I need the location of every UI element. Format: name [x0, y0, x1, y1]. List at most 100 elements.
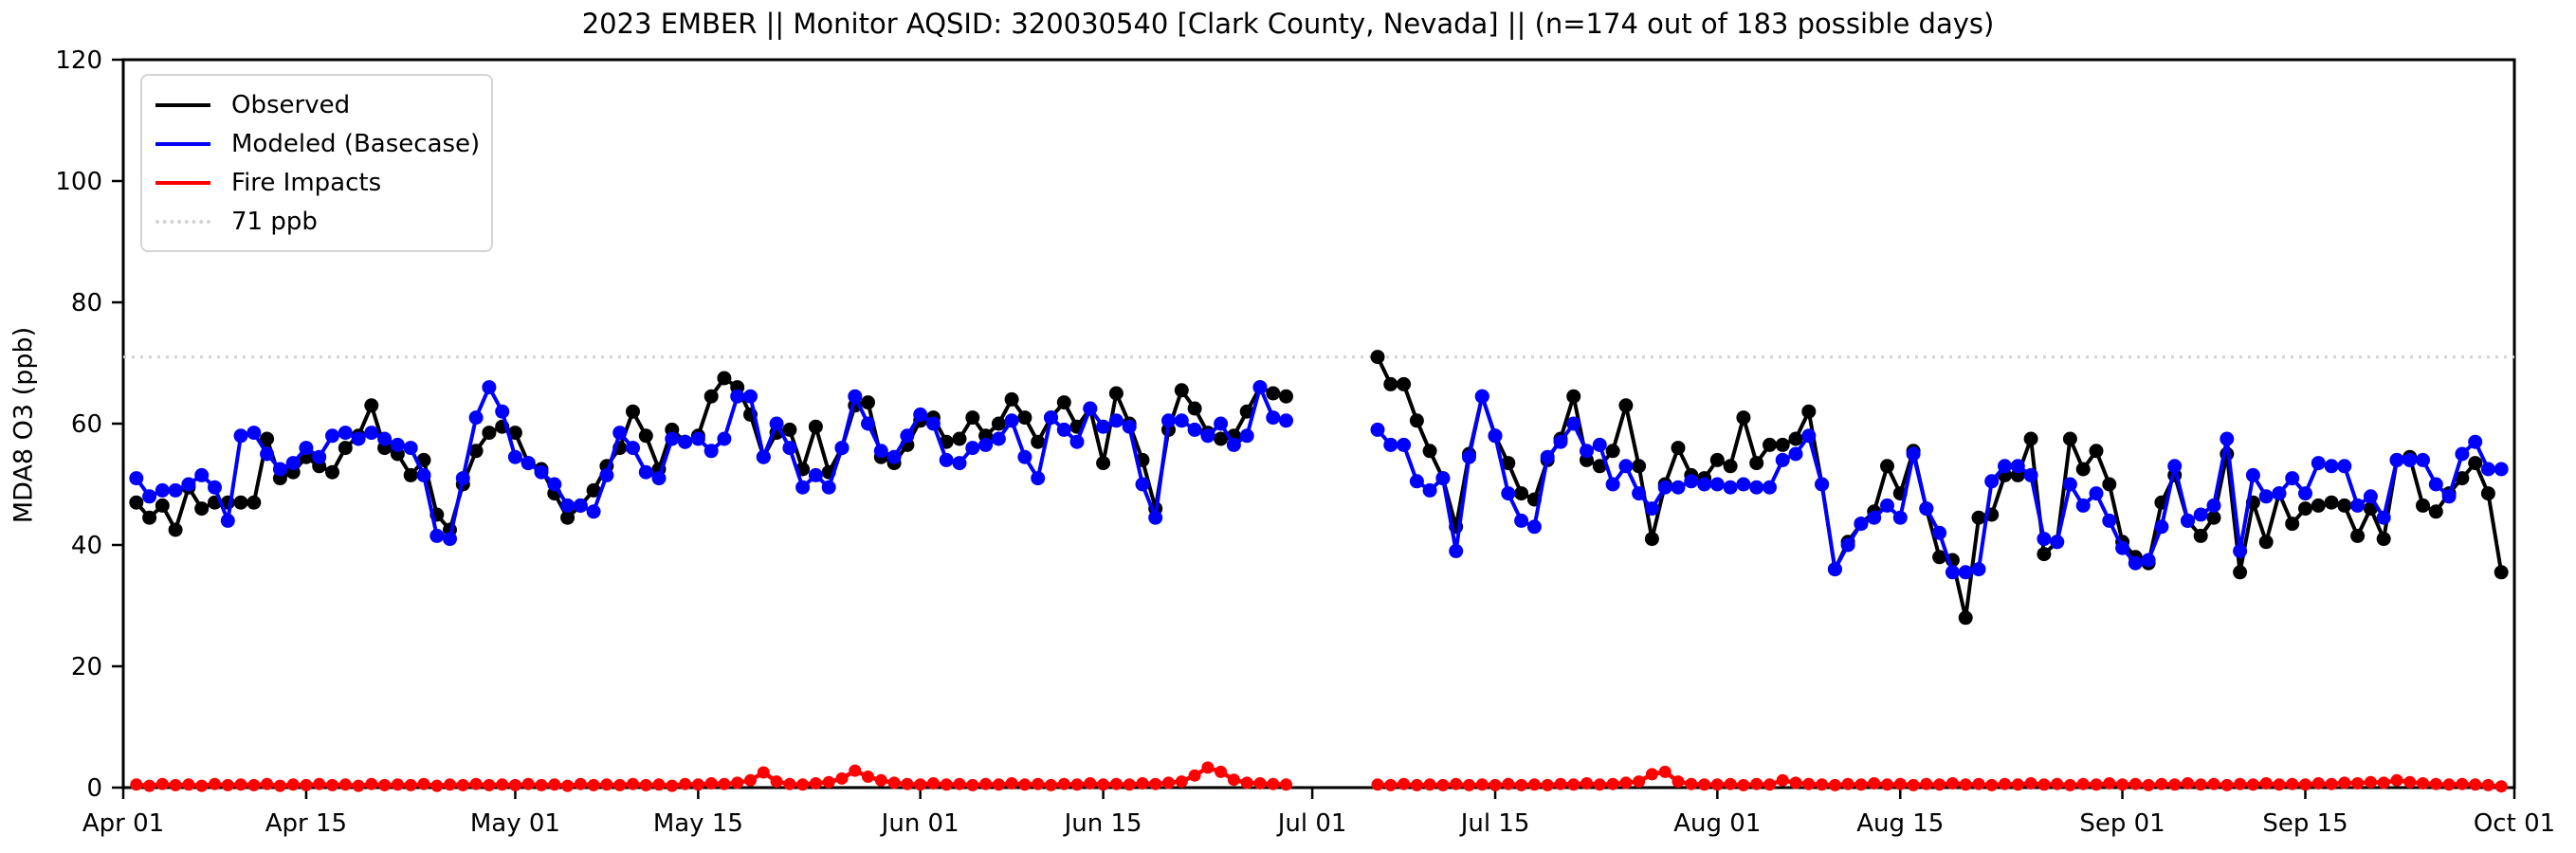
series-observed-point — [1409, 413, 1424, 428]
series-fire-point — [155, 777, 169, 790]
series-fire-point — [1619, 776, 1633, 789]
series-modeled-point — [1566, 416, 1581, 431]
series-observed-point — [1266, 386, 1281, 401]
series-modeled-point — [1409, 474, 1424, 489]
series-fire-point — [2024, 777, 2037, 789]
series-modeled-point — [626, 441, 640, 456]
series-modeled-point — [1958, 565, 1973, 580]
series-fire-point — [1527, 778, 1541, 791]
series-fire-point — [469, 777, 483, 790]
series-fire-point — [1672, 775, 1685, 789]
series-fire-point — [130, 778, 143, 791]
series-modeled-point — [2206, 498, 2221, 513]
series-fire-point — [679, 777, 692, 790]
series-observed-point — [2324, 495, 2339, 510]
series-modeled-point — [913, 407, 928, 422]
series-observed-point — [1422, 444, 1437, 459]
series-observed-point — [560, 510, 575, 525]
series-modeled-point — [1592, 437, 1607, 452]
series-fire-point — [1005, 777, 1018, 789]
series-observed-point — [2376, 532, 2391, 547]
series-modeled-point — [638, 464, 653, 480]
chart-title: 2023 EMBER || Monitor AQSID: 320030540 [… — [581, 8, 1995, 40]
series-fire-point — [561, 779, 575, 792]
series-modeled-point — [1709, 477, 1725, 492]
series-observed-point — [1383, 376, 1398, 391]
series-modeled-point — [1514, 513, 1529, 528]
series-fire-point — [1541, 778, 1554, 791]
series-modeled-point — [2089, 486, 2104, 501]
series-modeled-point — [285, 456, 301, 471]
series-observed-point — [1566, 389, 1581, 404]
series-observed-point — [1671, 441, 1686, 456]
series-modeled-point — [965, 441, 980, 456]
series-observed-point — [1763, 437, 1777, 452]
series-modeled-point — [2337, 459, 2352, 474]
series-fire-point — [1188, 769, 1201, 782]
series-fire-point — [1475, 778, 1489, 791]
series-modeled-point — [2376, 510, 2391, 525]
series-modeled-point — [1815, 477, 1830, 492]
series-fire-point — [1240, 776, 1253, 789]
series-observed-point — [1788, 431, 1803, 446]
series-modeled-point — [507, 449, 522, 464]
series-fire-point — [966, 778, 979, 791]
series-observed-point — [1618, 398, 1634, 413]
series-observed-point — [338, 441, 353, 456]
series-fire-point — [195, 779, 209, 792]
series-modeled-point — [443, 532, 457, 547]
threshold-line-sample — [155, 219, 210, 224]
series-fire-point — [1450, 777, 1463, 790]
series-observed-point — [2468, 456, 2483, 471]
series-fire-point — [261, 777, 274, 790]
series-modeled-point — [1697, 477, 1712, 492]
series-observed-point — [2455, 471, 2470, 486]
series-modeled-point — [925, 416, 941, 431]
series-fire-point — [2481, 778, 2494, 791]
series-modeled-point — [1644, 501, 1659, 517]
series-observed-point — [2337, 498, 2352, 513]
series-fire-point — [1606, 777, 1619, 790]
series-modeled-point — [1553, 434, 1568, 449]
series-fire-point — [1436, 778, 1450, 791]
series-fire-point — [209, 777, 221, 790]
series-modeled-point — [416, 467, 431, 482]
series-observed-point — [129, 495, 144, 510]
series-observed-point — [2023, 431, 2038, 446]
series-observed-point — [403, 467, 418, 482]
series-observed-point — [1971, 510, 1986, 525]
legend-label-threshold: 71 ppb — [231, 207, 318, 236]
series-modeled-point — [2010, 459, 2025, 474]
series-fire-point — [365, 777, 378, 790]
series-fire-point — [2220, 778, 2234, 791]
series-modeled-point — [1397, 437, 1412, 452]
series-modeled-point — [1017, 449, 1032, 464]
series-observed-point — [260, 431, 275, 446]
series-modeled-point — [534, 464, 549, 480]
series-fire-point — [587, 778, 600, 791]
series-modeled-point — [2062, 477, 2077, 492]
legend-item-threshold: 71 ppb — [155, 202, 478, 241]
series-modeled-point — [2480, 462, 2495, 477]
series-modeled-point — [2258, 489, 2274, 504]
series-observed-point — [952, 431, 967, 446]
series-fire-point — [2259, 777, 2273, 789]
series-modeled-point — [1435, 471, 1451, 486]
series-modeled-point — [690, 431, 705, 446]
series-fire-point — [2051, 777, 2064, 790]
series-fire-point — [1750, 777, 1763, 790]
series-modeled-point — [1174, 413, 1189, 428]
series-modeled-point — [312, 449, 327, 464]
series-observed-point — [1605, 444, 1620, 459]
series-observed-point — [2494, 565, 2509, 580]
series-modeled-point — [2141, 553, 2156, 568]
series-modeled-point — [808, 467, 823, 482]
series-fire-point — [1959, 778, 1972, 791]
series-fire-point — [1881, 778, 1893, 791]
series-modeled-point — [873, 444, 888, 459]
series-fire-point — [940, 778, 953, 791]
series-fire-point — [809, 777, 822, 789]
series-modeled-point — [1266, 410, 1281, 426]
series-observed-point — [1723, 459, 1738, 474]
